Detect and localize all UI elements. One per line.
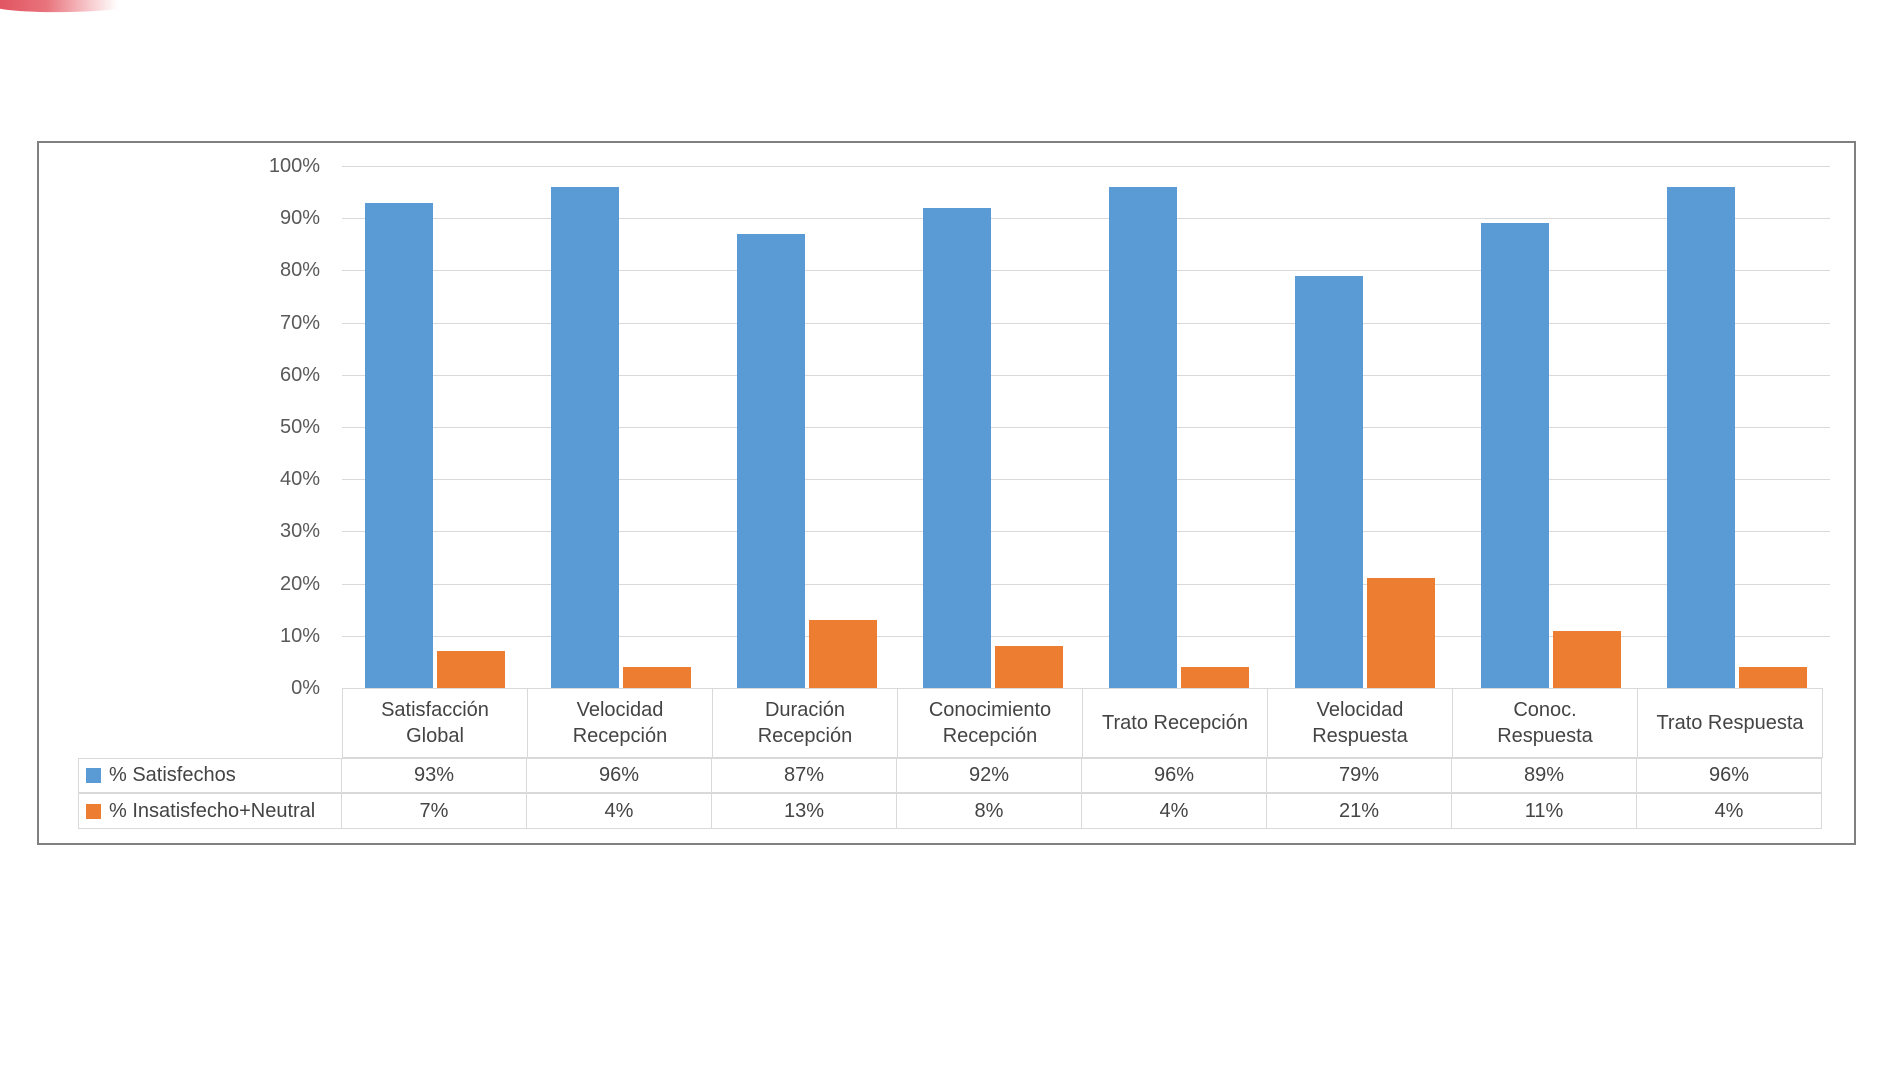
value-cell-insatisfecho-2: 4% xyxy=(526,793,712,829)
value-cell-satisfechos-7: 89% xyxy=(1451,758,1637,793)
value-cell-insatisfecho-8: 4% xyxy=(1636,793,1822,829)
y-axis-label-20: 20% xyxy=(279,572,320,595)
gridline-20 xyxy=(342,583,1830,585)
category-header-cell-2: Velocidad Recepción xyxy=(527,688,713,758)
y-axis-label-60: 60% xyxy=(279,363,320,386)
bar-insatisfecho-3 xyxy=(809,620,877,688)
legend-label: % Insatisfecho+Neutral xyxy=(109,799,316,822)
value-cell-satisfechos-3: 87% xyxy=(711,758,897,793)
table-row-insatisfecho: % Insatisfecho+Neutral 7% 4% 13% 8% 4% 21% 11% 4… xyxy=(78,793,1830,829)
bar-satisfechos-7 xyxy=(1481,223,1549,688)
bar-insatisfecho-6 xyxy=(1367,578,1435,688)
category-header-cell-3: Duración Recepción xyxy=(712,688,898,758)
y-axis-label-50: 50% xyxy=(279,416,320,438)
y-axis-label-40: 40% xyxy=(279,468,320,491)
legend-cell-insatisfecho: % Insatisfecho+Neutral xyxy=(78,793,342,829)
legend-cell-satisfechos: % Satisfechos xyxy=(78,758,342,793)
gridline-10 xyxy=(342,635,1830,637)
category-header-cell-5: Trato Recepción xyxy=(1082,688,1268,758)
bar-satisfechos-8 xyxy=(1667,186,1735,688)
y-axis-label-10: 10% xyxy=(279,624,320,647)
bar-insatisfecho-5 xyxy=(1181,667,1249,688)
legend-label: % Satisfechos xyxy=(109,764,236,786)
logo-swoosh-decoration xyxy=(0,0,151,14)
gridline-80 xyxy=(342,270,1830,272)
bar-satisfechos-1 xyxy=(365,202,433,688)
value-cell-insatisfecho-6: 21% xyxy=(1266,793,1452,829)
gridline-70 xyxy=(342,322,1830,324)
value-cell-insatisfecho-1: 7% xyxy=(341,793,527,829)
y-axis-label-100: 100% xyxy=(268,155,320,177)
gridline-100 xyxy=(342,166,1830,167)
bar-insatisfecho-8 xyxy=(1739,667,1807,688)
y-axis-label-30: 30% xyxy=(279,520,320,543)
value-cell-insatisfecho-5: 4% xyxy=(1081,793,1267,829)
value-cell-insatisfecho-7: 11% xyxy=(1451,793,1637,829)
bar-satisfechos-4 xyxy=(923,207,991,688)
bar-satisfechos-2 xyxy=(551,186,619,688)
value-cell-satisfechos-6: 79% xyxy=(1266,758,1452,793)
gridline-50 xyxy=(342,427,1830,428)
value-cell-satisfechos-8: 96% xyxy=(1636,758,1822,793)
gridline-90 xyxy=(342,218,1830,220)
category-header-cell-7: Conoc. Respuesta xyxy=(1452,688,1638,758)
plot-area xyxy=(342,166,1830,688)
chart-frame: 100% 90% 80% 70% 60% 50% 40% 30% 20% 10% 0% Satisf… xyxy=(37,141,1856,845)
gridline-40 xyxy=(342,479,1830,481)
category-header-cell-4: Conocimiento Recepción xyxy=(897,688,1083,758)
value-cell-insatisfecho-4: 8% xyxy=(896,793,1082,829)
value-cell-satisfechos-5: 96% xyxy=(1081,758,1267,793)
y-axis-label-80: 80% xyxy=(279,259,320,282)
bar-insatisfecho-1 xyxy=(437,651,505,688)
category-header-cell-1: Satisfacción Global xyxy=(342,688,528,758)
category-header-cell-8: Trato Respuesta xyxy=(1637,688,1823,758)
value-cell-satisfechos-2: 96% xyxy=(526,758,712,793)
bar-insatisfecho-4 xyxy=(995,646,1063,688)
gridline-60 xyxy=(342,374,1830,376)
bar-insatisfecho-7 xyxy=(1553,630,1621,688)
bar-satisfechos-6 xyxy=(1295,275,1363,688)
legend-swatch-insatisfecho xyxy=(86,803,101,819)
gridline-30 xyxy=(342,531,1830,533)
table-row-satisfechos: % Satisfechos 93% 96% 87% 92% 96% 79% 89% 96% xyxy=(78,758,1830,793)
y-axis-label-0: 0% xyxy=(291,677,320,699)
y-axis-label-90: 90% xyxy=(279,207,320,230)
bar-satisfechos-3 xyxy=(737,233,805,688)
legend-swatch-satisfechos xyxy=(86,768,101,783)
value-cell-satisfechos-4: 92% xyxy=(896,758,1082,793)
category-header-cell-6: Velocidad Respuesta xyxy=(1267,688,1453,758)
value-cell-satisfechos-1: 93% xyxy=(341,758,527,793)
bar-insatisfecho-2 xyxy=(623,667,691,688)
category-header-row: Satisfacción Global Velocidad Recepción Du… xyxy=(342,688,1830,758)
y-axis-label-70: 70% xyxy=(279,311,320,334)
bar-satisfechos-5 xyxy=(1109,186,1177,688)
value-cell-insatisfecho-3: 13% xyxy=(711,793,897,829)
